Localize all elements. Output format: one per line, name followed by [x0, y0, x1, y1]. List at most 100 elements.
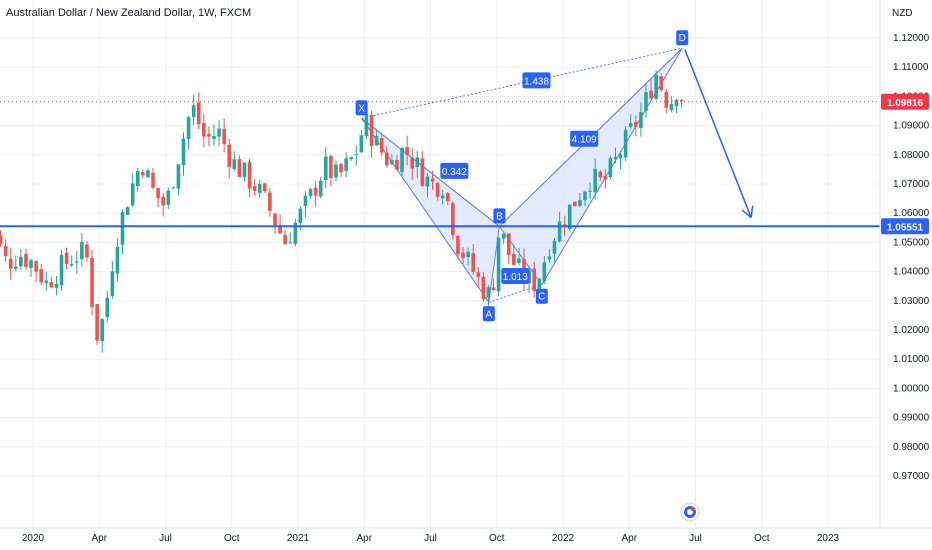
candle-up [578, 200, 582, 206]
candle-down [395, 160, 399, 170]
candle-up [542, 262, 547, 282]
y-tick-label: 1.02000 [893, 325, 930, 336]
candle-down [369, 114, 374, 147]
y-tick-label: 1.03000 [893, 296, 930, 307]
ratio-label-bg [570, 130, 599, 147]
candle-up [69, 264, 74, 266]
candle-up [588, 190, 592, 192]
candle-down [161, 196, 165, 206]
candle-down [420, 158, 425, 186]
candle-up [105, 297, 110, 318]
candle-down [491, 287, 496, 291]
candle-down [222, 129, 226, 144]
candle-up [669, 104, 674, 111]
y-tick-label: 1.01000 [893, 354, 930, 365]
candle-down [471, 253, 475, 272]
candle-up [232, 159, 237, 169]
candle-up [593, 168, 597, 192]
projection-arrow[interactable] [684, 49, 754, 219]
candle-down [659, 76, 664, 90]
grid [0, 0, 880, 528]
candle-up [517, 258, 521, 264]
candle-up [547, 256, 552, 260]
point-label-bg [482, 306, 495, 322]
candle-up [80, 241, 84, 260]
candle-up [400, 147, 404, 173]
ratio-label-bg [501, 267, 530, 284]
candle-down [95, 304, 99, 341]
pattern-ratio-line [361, 117, 500, 227]
candle-down [141, 171, 145, 176]
candle-up [217, 128, 221, 137]
candle-down [278, 225, 282, 234]
candle-down [283, 234, 287, 245]
candle-down [273, 213, 277, 226]
x-tick-label: Jul [159, 533, 172, 544]
ratio-label: 0.342 [442, 167, 467, 178]
candle-down [237, 159, 242, 177]
candle-up [110, 271, 115, 297]
y-tick-label: 1.00000 [893, 383, 930, 394]
candle-up [303, 195, 308, 207]
candle-down [379, 138, 384, 153]
candle-up [644, 92, 648, 111]
candle-up [639, 112, 643, 129]
candle-down [329, 156, 333, 178]
candle-down [339, 164, 343, 173]
point-label-c: C [538, 292, 545, 303]
candle-down [634, 121, 638, 127]
pattern-labels[interactable]: X A B C D 1.438 0.342 1.013 4.109 [355, 30, 689, 322]
candle-up [674, 99, 679, 107]
y-tick-label: 1.07000 [893, 179, 930, 190]
candle-up [171, 187, 176, 189]
candle-down [85, 244, 89, 258]
x-tick-label: Oct [754, 533, 770, 544]
candle-up [618, 154, 623, 159]
candle-up [125, 207, 130, 215]
x-tick-label: 2022 [552, 533, 575, 544]
candle-down [263, 183, 267, 192]
candle-down [34, 261, 38, 272]
candle-down [506, 233, 511, 256]
candle-up [364, 113, 369, 137]
support-price-tag: 1.05551 [887, 222, 924, 233]
candle-up [613, 156, 618, 160]
candle-down [384, 152, 389, 166]
candle-down [207, 133, 211, 137]
y-tick-label: 0.99000 [893, 413, 930, 424]
point-label-d: D [679, 33, 686, 44]
point-label-bg [355, 100, 368, 116]
candle-up [415, 157, 420, 168]
ratio-label-bg [522, 72, 551, 89]
tradingview-logo-icon[interactable] [680, 502, 700, 522]
pattern-ratio-line [499, 47, 683, 227]
x-tick-label: Apr [356, 533, 372, 544]
x-tick-label: 2020 [22, 533, 45, 544]
candle-down [151, 172, 155, 188]
candle-down [456, 236, 460, 255]
candle-up [334, 164, 338, 178]
x-tick-label: Apr [621, 533, 637, 544]
candle-up [318, 180, 323, 197]
candle-down [252, 186, 257, 191]
x-tick-label: Oct [224, 533, 240, 544]
candle-down [247, 161, 252, 189]
candle-up [130, 183, 135, 206]
candle-down [8, 258, 13, 269]
projection-arrowhead [750, 205, 754, 218]
y-tick-label: 1.12000 [893, 33, 930, 44]
ratio-label: 1.438 [524, 76, 549, 87]
candle-up [608, 158, 613, 178]
candle-down [603, 176, 608, 180]
candle-up [212, 135, 216, 140]
x-tick-label: 2023 [817, 533, 840, 544]
x-tick-label: Jul [424, 533, 437, 544]
candle-down [156, 188, 160, 199]
candle-up [349, 157, 354, 160]
candle-up [115, 246, 120, 274]
candle-up [390, 160, 394, 165]
x-tick-label: Jul [689, 533, 702, 544]
candle-down [481, 276, 486, 300]
